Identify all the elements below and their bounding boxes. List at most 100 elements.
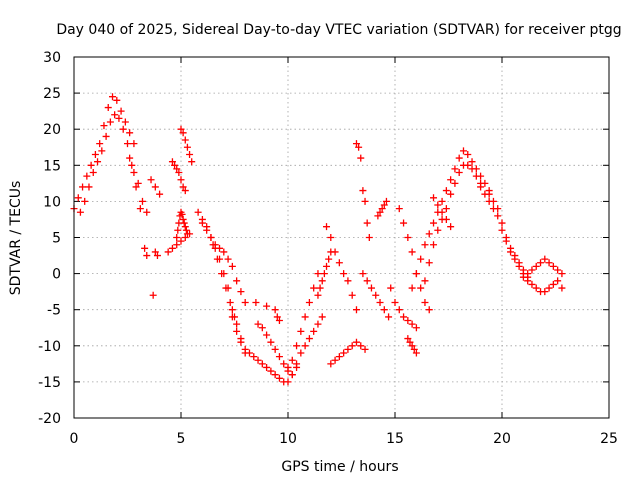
data-point <box>89 169 97 177</box>
data-point <box>412 349 420 357</box>
data-point <box>554 266 562 274</box>
data-point <box>81 197 89 205</box>
data-point <box>498 219 506 227</box>
data-point <box>181 223 189 231</box>
series-arc-p <box>288 313 326 379</box>
data-point <box>241 345 249 353</box>
y-axis-label: SDTVAR / TECUs <box>8 181 24 296</box>
data-point <box>380 201 388 209</box>
data-point <box>408 284 416 292</box>
data-point <box>438 197 446 205</box>
y-tick-label: -15 <box>38 375 61 391</box>
data-point <box>267 367 275 375</box>
data-point <box>421 277 429 285</box>
data-point <box>464 161 472 169</box>
data-point <box>374 212 382 220</box>
data-point <box>275 374 283 382</box>
data-point <box>275 317 283 325</box>
data-point <box>327 360 335 368</box>
data-point <box>115 114 123 122</box>
data-point <box>186 150 194 158</box>
data-point <box>194 208 202 216</box>
data-point <box>359 187 367 195</box>
data-point <box>515 259 523 267</box>
data-point <box>314 320 322 328</box>
data-point <box>442 215 450 223</box>
data-point <box>485 190 493 198</box>
data-point <box>173 234 181 241</box>
series-arc-w <box>387 284 420 332</box>
data-point <box>74 194 82 202</box>
series-arc-t <box>352 140 373 241</box>
y-tick-label: 25 <box>43 86 61 102</box>
data-point <box>134 179 142 187</box>
data-point <box>153 252 161 260</box>
data-point <box>344 345 352 353</box>
data-point <box>310 327 318 335</box>
data-point <box>408 248 416 256</box>
data-point <box>168 244 176 252</box>
data-point <box>237 338 245 346</box>
data-point <box>367 284 375 292</box>
data-point <box>498 226 506 234</box>
data-point <box>111 111 119 119</box>
series-arc-b <box>76 111 144 216</box>
data-point <box>545 259 553 267</box>
data-point <box>545 284 553 292</box>
y-tick-label: 5 <box>52 231 61 247</box>
series-arc-bb <box>430 194 455 231</box>
data-point <box>177 176 185 184</box>
data-point <box>511 252 519 260</box>
data-point <box>400 313 408 321</box>
data-point <box>344 277 352 285</box>
data-point <box>442 187 450 195</box>
data-point <box>216 244 224 252</box>
data-point <box>430 241 438 249</box>
series-arc-h <box>177 125 196 166</box>
data-point <box>519 266 527 274</box>
data-point <box>395 306 403 314</box>
data-point <box>284 378 292 386</box>
y-tick-label: -10 <box>38 339 61 355</box>
data-point <box>376 298 384 306</box>
data-point <box>447 190 455 198</box>
series-arc-x <box>395 205 433 314</box>
series-arc-ee <box>524 277 566 296</box>
y-tick-label: -20 <box>38 411 61 427</box>
data-point <box>293 360 301 368</box>
axis-ticks: 0 5 10 15 20 25 -20 -15 -10 -5 0 5 10 15 20 25 30 <box>38 50 618 447</box>
data-point <box>320 270 328 278</box>
data-point <box>79 183 87 191</box>
data-point <box>263 302 271 310</box>
data-point <box>524 270 532 278</box>
data-point <box>430 194 438 202</box>
data-point <box>188 158 196 166</box>
data-point <box>178 210 186 218</box>
data-point <box>233 327 241 335</box>
data-point <box>549 262 557 270</box>
series-arc-u <box>359 270 393 321</box>
data-point <box>198 219 206 227</box>
y-tick-label: 0 <box>52 267 61 283</box>
data-point <box>301 342 309 350</box>
data-point <box>316 284 324 292</box>
data-point <box>314 291 322 299</box>
series-arc-o <box>284 270 322 371</box>
data-point <box>109 93 117 101</box>
series-arc-y <box>404 335 420 357</box>
data-point <box>228 306 236 314</box>
data-point <box>489 197 497 205</box>
data-point <box>305 335 313 343</box>
data-point <box>181 234 189 241</box>
data-point <box>376 208 384 216</box>
data-point <box>233 320 241 328</box>
data-point <box>263 331 271 339</box>
data-point <box>254 356 262 364</box>
data-point <box>173 165 181 173</box>
data-point <box>528 266 536 274</box>
data-point <box>442 205 450 213</box>
data-point <box>164 248 172 256</box>
data-point <box>245 349 253 357</box>
data-point <box>124 140 131 148</box>
